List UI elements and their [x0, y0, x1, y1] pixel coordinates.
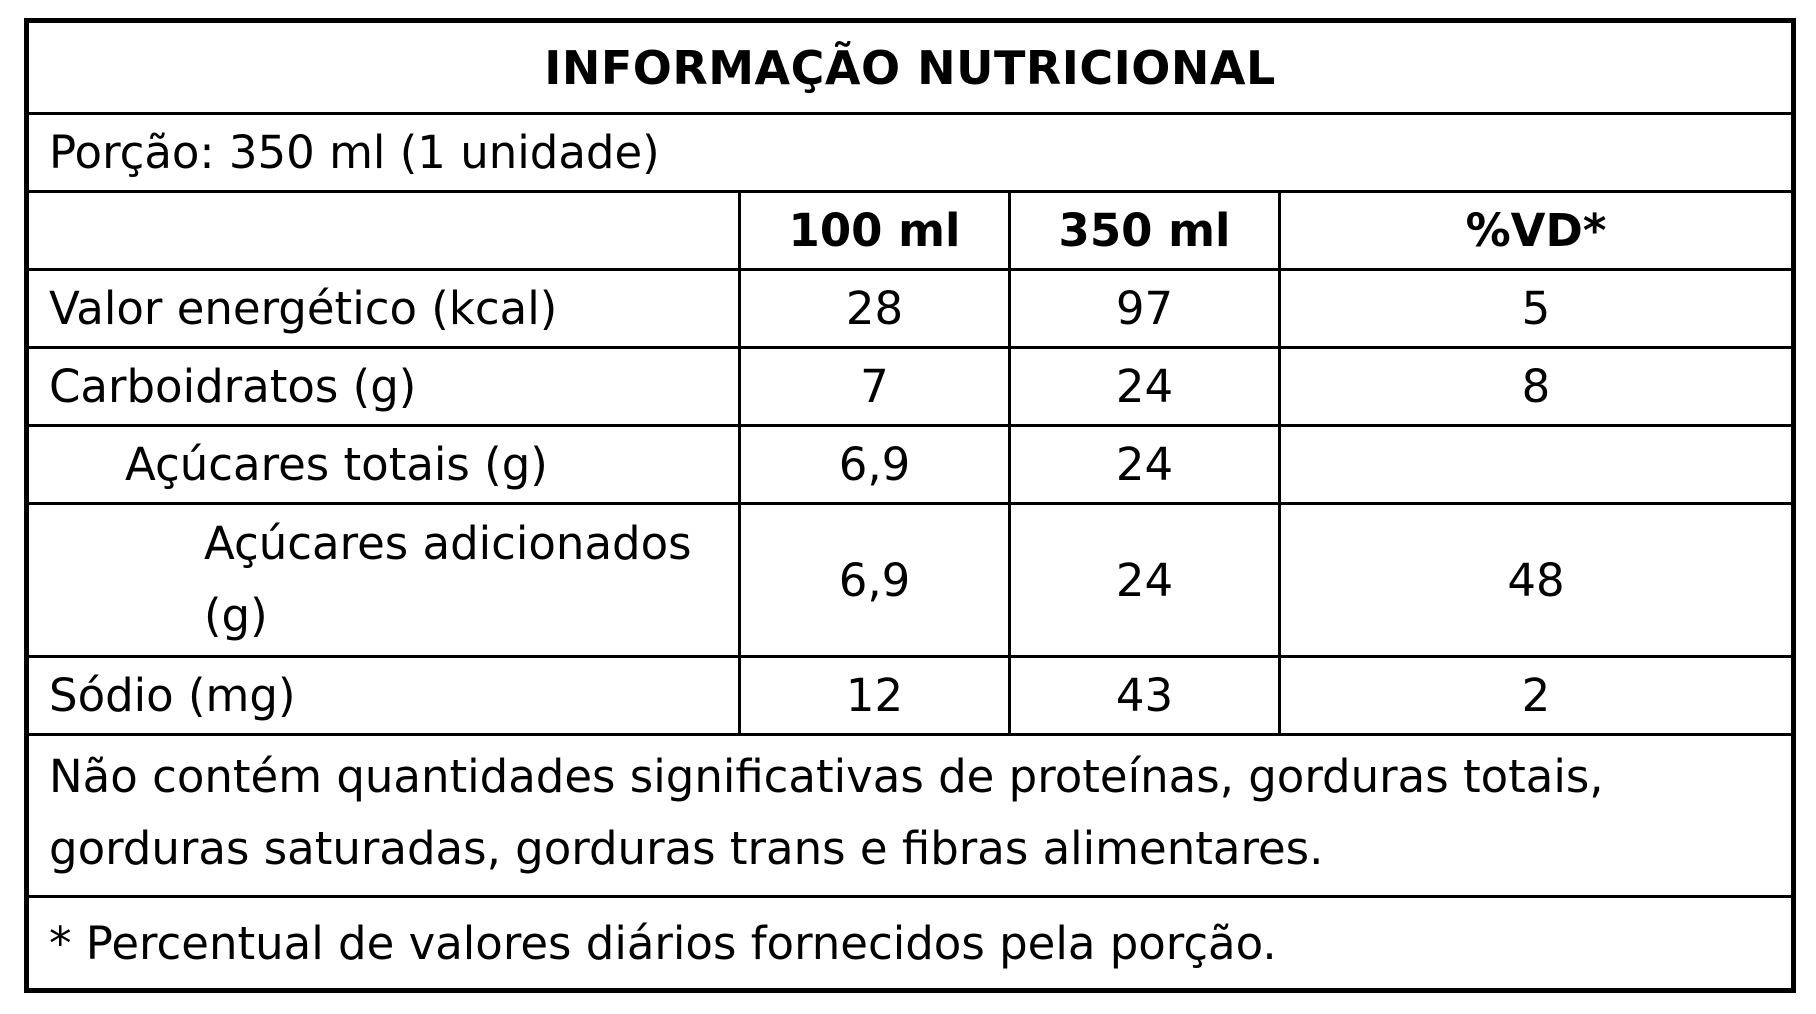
portion-size: Porção: 350 ml (1 unidade): [49, 126, 660, 179]
carbs-per-350ml: 24: [1115, 360, 1174, 413]
row-label-carbs: Carboidratos (g): [49, 360, 417, 413]
divider: [29, 190, 1791, 193]
column-divider: [1008, 190, 1011, 736]
energy-per-100ml: 28: [845, 282, 904, 335]
added-sugars-vd: 48: [1507, 553, 1565, 607]
added-sugars-per-350ml: 24: [1115, 553, 1174, 607]
nutrition-facts-table: INFORMAÇÃO NUTRICIONAL Porção: 350 ml (1…: [24, 18, 1796, 993]
total-sugars-vd: [1281, 427, 1791, 502]
divider: [29, 655, 1791, 658]
divider: [29, 346, 1791, 349]
energy-vd: 5: [1521, 282, 1551, 335]
row-label-total-sugars: Açúcares totais (g): [125, 438, 548, 491]
column-header-350ml: 350 ml: [1058, 204, 1231, 257]
divider: [29, 112, 1791, 115]
divider: [29, 895, 1791, 898]
column-divider: [1278, 190, 1281, 736]
row-label-sodium: Sódio (mg): [49, 669, 296, 722]
divider: [29, 268, 1791, 271]
sodium-per-350ml: 43: [1115, 669, 1174, 722]
row-label-energy: Valor energético (kcal): [49, 282, 558, 335]
total-sugars-per-100ml: 6,9: [838, 438, 911, 491]
divider: [29, 733, 1791, 736]
energy-per-350ml: 97: [1115, 282, 1174, 335]
divider: [29, 502, 1791, 505]
row-label-added-sugars: Açúcares adicionados (g): [204, 517, 692, 642]
total-sugars-per-350ml: 24: [1115, 438, 1174, 491]
carbs-vd: 8: [1521, 360, 1551, 413]
carbs-per-100ml: 7: [860, 360, 889, 413]
sodium-vd: 2: [1521, 669, 1551, 722]
column-divider: [738, 190, 741, 736]
divider: [29, 424, 1791, 427]
column-header-100ml: 100 ml: [788, 204, 961, 257]
added-sugars-per-100ml: 6,9: [838, 553, 911, 607]
table-title: INFORMAÇÃO NUTRICIONAL: [544, 40, 1276, 95]
not-significant-note: Não contém quantidades significativas de…: [49, 750, 1604, 875]
sodium-per-100ml: 12: [845, 669, 904, 722]
daily-value-footnote: * Percentual de valores diários fornecid…: [49, 916, 1277, 970]
header-empty-cell: [29, 193, 738, 268]
column-header-vd: %VD*: [1465, 204, 1607, 257]
